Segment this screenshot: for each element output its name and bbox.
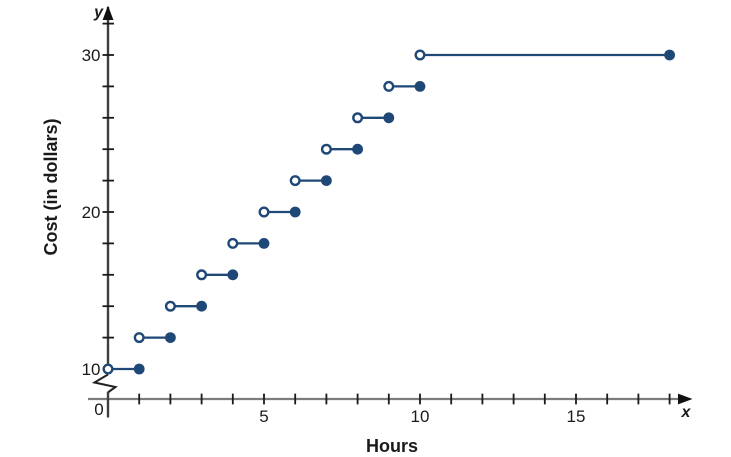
step-closed-endpoint xyxy=(383,112,395,124)
step-open-endpoint xyxy=(352,112,364,124)
step-closed-endpoint xyxy=(352,143,363,155)
step-closed-endpoint xyxy=(165,332,176,343)
y-axis-letter: y xyxy=(93,4,104,21)
step-open-endpoint xyxy=(133,332,145,344)
x-tick-label: 5 xyxy=(259,407,268,426)
y-axis-break-zigzag xyxy=(91,373,118,393)
tick-labels-layer: 10 20 30 5 10 15 xyxy=(82,46,586,426)
step-open-endpoint xyxy=(227,237,239,249)
step-closed-endpoint xyxy=(321,175,332,187)
step-open-endpoint xyxy=(320,143,332,155)
y-axis-arrow xyxy=(102,5,114,20)
step-closed-endpoint xyxy=(289,206,301,218)
ticks-layer xyxy=(102,22,671,405)
x-axis-letter: x xyxy=(681,404,692,421)
y-tick-label: 30 xyxy=(82,46,101,65)
y-tick-label: 20 xyxy=(82,203,101,222)
step-closed-endpoint xyxy=(414,81,426,92)
y-axis-title: Cost (in dollars) xyxy=(41,118,61,255)
x-tick-label: 10 xyxy=(411,407,430,426)
x-axis-title: Hours xyxy=(366,436,418,456)
step-open-endpoint xyxy=(196,269,208,281)
step-open-endpoint xyxy=(258,206,270,218)
step-closed-endpoint xyxy=(227,269,239,281)
step-closed-endpoint xyxy=(133,363,145,375)
x-axis-arrow xyxy=(678,393,693,405)
step-open-endpoint xyxy=(102,363,114,375)
step-closed-endpoint xyxy=(196,300,208,312)
series-layer xyxy=(102,49,675,375)
step-open-endpoint xyxy=(289,175,301,187)
y-tick-label: 10 xyxy=(82,360,101,379)
step-open-endpoint xyxy=(164,300,176,312)
step-closed-endpoint xyxy=(664,49,675,61)
step-open-endpoint xyxy=(414,49,426,61)
step-closed-endpoint xyxy=(258,238,270,249)
origin-label: 0 xyxy=(94,400,103,419)
axes-layer xyxy=(88,5,693,418)
step-open-endpoint xyxy=(383,80,395,92)
x-tick-label: 15 xyxy=(567,407,586,426)
